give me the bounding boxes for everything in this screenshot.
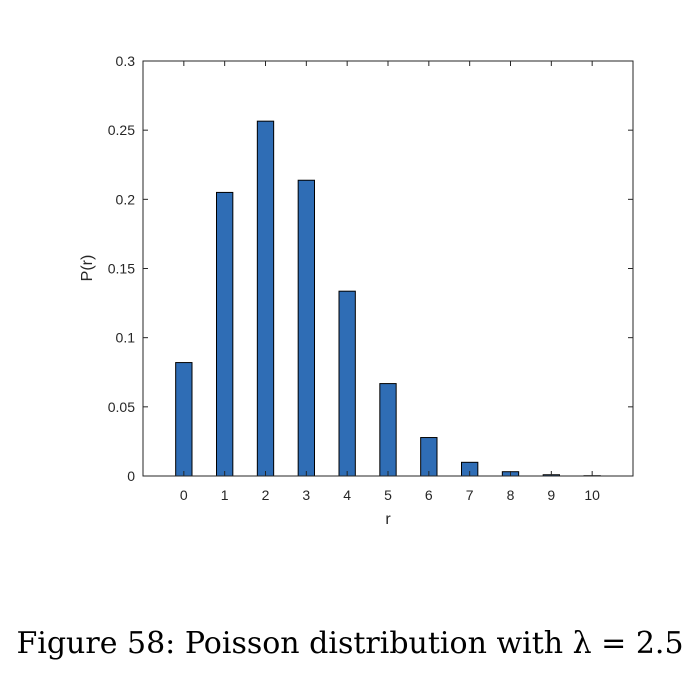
- bar-r-1: [216, 191, 234, 477]
- x-tick-label-5: 5: [384, 487, 392, 503]
- y-tick-label-2: 0.1: [116, 330, 136, 346]
- x-tick-label-8: 8: [507, 487, 515, 503]
- x-tick-label-9: 9: [547, 487, 555, 503]
- bar-r-5: [379, 383, 397, 477]
- bars-group: [175, 120, 601, 477]
- x-tick-label-4: 4: [343, 487, 351, 503]
- x-tick-label-0: 0: [180, 487, 188, 503]
- x-tick-label-1: 1: [221, 487, 229, 503]
- y-tick-label-1: 0.05: [108, 399, 135, 415]
- y-ticks-group: 0 0.05 0.1 0.15 0.2 0.25 0.3: [108, 53, 633, 484]
- x-tick-label-10: 10: [584, 487, 600, 503]
- bar-r-2: [256, 120, 275, 477]
- y-tick-label-4: 0.2: [116, 191, 136, 207]
- x-tick-label-3: 3: [302, 487, 310, 503]
- y-axis-label: P(r): [79, 255, 96, 282]
- x-tick-label-7: 7: [466, 487, 474, 503]
- y-tick-label-0: 0: [127, 468, 135, 484]
- y-tick-label-5: 0.25: [108, 122, 135, 138]
- y-tick-label-6: 0.3: [116, 53, 136, 69]
- y-tick-label-3: 0.15: [108, 261, 135, 277]
- bar-r-6: [420, 437, 438, 477]
- x-axis-label: r: [385, 511, 391, 528]
- figure-caption: Figure 58: Poisson distribution with λ =…: [16, 626, 684, 661]
- bar-r-0: [175, 362, 193, 477]
- x-ticks-group: 0 1 2 3 4 5 6 7 8 9 10: [180, 61, 600, 503]
- x-tick-label-6: 6: [425, 487, 433, 503]
- bar-r-4: [338, 290, 356, 477]
- bar-r-3: [297, 179, 316, 477]
- x-tick-label-2: 2: [262, 487, 270, 503]
- poisson-bar-chart: 0 1 2 3 4 5 6 7 8 9 10 0 0.05 0.1 0.15 0.2 0.25 0.3 r P(…: [79, 53, 634, 528]
